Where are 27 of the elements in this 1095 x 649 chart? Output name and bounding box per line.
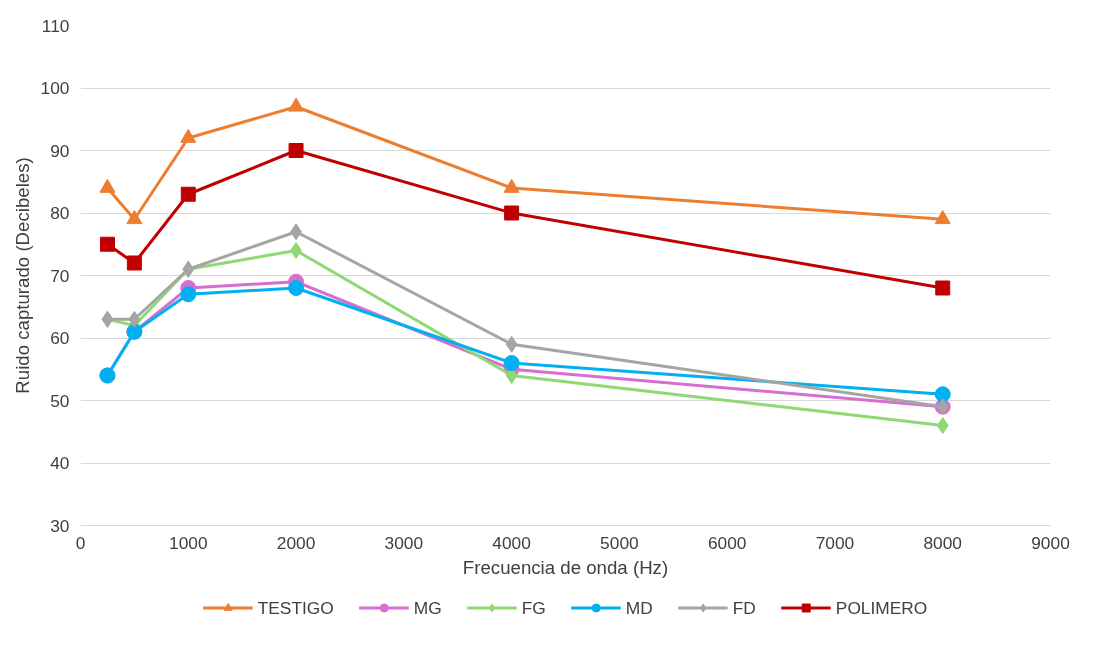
x-tick-label: 1000 [169,532,208,553]
y-tick-label: 110 [41,15,70,36]
y-tick-label: 60 [50,328,70,348]
legend-label: TESTIGO [257,597,334,618]
y-tick-label: 90 [50,140,70,161]
legend-label: POLIMERO [835,597,928,618]
x-tick-label: 6000 [707,532,747,553]
legend-label: FG [521,597,546,618]
y-tick-label: 40 [50,453,70,473]
y-tick-label: 70 [50,265,70,286]
x-tick-label: 5000 [600,532,639,553]
legend-label: MG [413,597,442,618]
x-tick-label: 2000 [276,532,316,553]
x-tick-label: 8000 [923,532,963,553]
y-tick-label: 30 [50,515,70,536]
legend-label: FD [732,597,756,618]
x-tick-label: 3000 [384,532,424,553]
y-axis-title: Ruido capturado (Decibeles) [11,157,33,394]
x-axis-title: Frecuencia de onda (Hz) [462,556,669,578]
y-tick-label: 50 [50,390,70,411]
x-tick-label: 9000 [1031,532,1070,553]
x-tick-label: 7000 [815,532,855,553]
legend-label: MD [625,597,653,618]
y-tick-label: 100 [40,78,70,98]
x-tick-label: 0 [75,532,86,553]
y-tick-label: 80 [50,203,70,223]
x-tick-label: 4000 [492,532,531,553]
